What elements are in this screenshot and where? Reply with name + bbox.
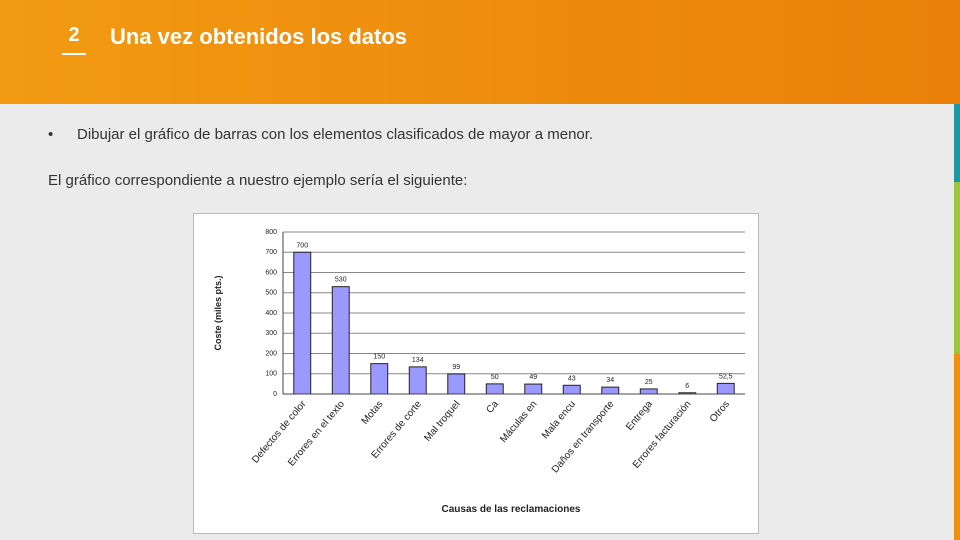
paragraph: El gráfico correspondiente a nuestro eje… <box>48 172 468 189</box>
y-tick-label: 0 <box>273 391 277 398</box>
value-label: 43 <box>568 375 576 382</box>
value-label: 25 <box>645 379 653 386</box>
value-label: 530 <box>335 277 347 284</box>
header-band <box>0 0 954 104</box>
bullet-text: Dibujar el gráfico de barras con los ele… <box>77 126 594 143</box>
value-label: 99 <box>452 364 460 371</box>
bar <box>293 251 312 395</box>
bar <box>331 286 350 395</box>
bullet: • Dibujar el gráfico de barras con los el… <box>48 126 594 143</box>
bar <box>370 363 389 395</box>
edge-stripe <box>954 104 960 182</box>
bar <box>601 386 620 395</box>
value-label: 150 <box>373 354 385 361</box>
y-tick-label: 200 <box>265 350 277 357</box>
value-label: 50 <box>491 374 499 381</box>
bar <box>524 383 543 395</box>
bar <box>408 366 427 395</box>
bar <box>447 373 466 395</box>
y-tick-label: 800 <box>265 229 277 236</box>
bar <box>639 388 658 395</box>
value-label: 134 <box>412 357 424 364</box>
section-number: 2 <box>68 24 80 46</box>
y-tick-label: 700 <box>265 249 277 256</box>
value-label: 34 <box>606 377 614 384</box>
value-label: 700 <box>296 242 308 249</box>
x-axis-label: Causas de las reclamaciones <box>442 504 581 515</box>
edge-stripe <box>954 182 960 354</box>
edge-stripe <box>954 0 960 104</box>
y-tick-label: 500 <box>265 290 277 297</box>
slide-title: Una vez obtenidos los datos <box>110 24 408 49</box>
bar <box>485 383 504 395</box>
y-tick-label: 400 <box>265 310 277 317</box>
value-label: 6 <box>685 383 689 390</box>
y-tick-label: 300 <box>265 330 277 337</box>
value-label: 49 <box>529 374 537 381</box>
bar <box>716 382 735 395</box>
value-label: 52,5 <box>719 373 733 380</box>
number-underline <box>62 53 86 55</box>
y-tick-label: 100 <box>265 371 277 378</box>
chart: Coste (miles pts.) Causas de las reclama… <box>193 213 759 534</box>
y-tick-label: 600 <box>265 269 277 276</box>
bar <box>562 384 581 395</box>
edge-stripe <box>954 354 960 540</box>
y-axis-label: Coste (miles pts.) <box>213 275 223 350</box>
